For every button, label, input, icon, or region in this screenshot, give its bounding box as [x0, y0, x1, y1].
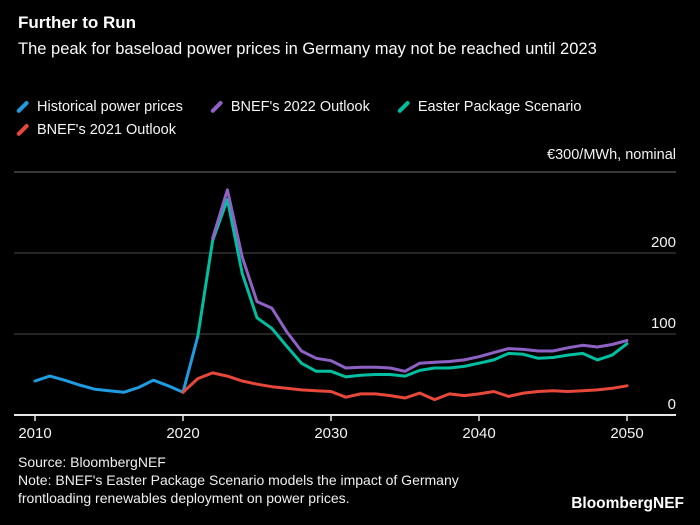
legend-line-swatch-icon — [15, 123, 30, 137]
legend-item-1: BNEF's 2022 Outlook — [209, 99, 370, 115]
series-line-3 — [211, 188, 629, 373]
legend-label: Historical power prices — [37, 99, 183, 115]
series-line-2 — [196, 198, 629, 379]
x-tick-label-2040: 2040 — [462, 425, 495, 442]
x-tick-label-2010: 2010 — [18, 425, 51, 442]
chart-legend: Historical power prices BNEF's 2022 Outlo… — [15, 99, 635, 138]
source-text: Source: BloombergNEF — [18, 454, 166, 470]
chart-title: Further to Run — [18, 13, 137, 32]
legend-item-0: Historical power prices — [15, 99, 183, 115]
chart-subtitle: The peak for baseload power prices in Ge… — [18, 40, 597, 59]
y-tick-label-0: 0 — [668, 396, 676, 413]
legend-label: Easter Package Scenario — [417, 99, 582, 115]
chart-footer: Source: BloombergNEF Note: BNEF's Easter… — [18, 454, 488, 508]
bloombergnef-logo: BloombergNEF — [571, 495, 684, 512]
legend-label: BNEF's 2022 Outlook — [230, 99, 370, 115]
y-axis-unit-label: €300/MWh, nominal — [547, 147, 676, 163]
price-line-chart: 2010 2020 2030 2040 2050 200 100 0 — [14, 171, 676, 442]
legend-line-swatch-icon — [396, 100, 410, 114]
legend-line-swatch-icon — [209, 100, 223, 114]
series-line-1 — [181, 371, 629, 402]
note-text: Note: BNEF's Easter Package Scenario mod… — [18, 471, 459, 506]
x-tick-label-2030: 2030 — [314, 425, 347, 442]
x-tick-label-2050: 2050 — [610, 425, 643, 442]
legend-item-3: BNEF's 2021 Outlook — [15, 122, 176, 138]
chart-header: Further to Run The peak for baseload pow… — [18, 12, 682, 61]
chart-area: 2010 2020 2030 2040 2050 200 100 0 — [0, 160, 700, 450]
y-tick-label-100: 100 — [651, 315, 676, 332]
legend-line-swatch-icon — [15, 100, 30, 114]
y-tick-label-200: 200 — [651, 234, 676, 251]
series-line-0 — [33, 334, 200, 394]
legend-item-2: Easter Package Scenario — [396, 99, 582, 115]
legend-label: BNEF's 2021 Outlook — [37, 122, 176, 138]
x-tick-label-2020: 2020 — [166, 425, 199, 442]
